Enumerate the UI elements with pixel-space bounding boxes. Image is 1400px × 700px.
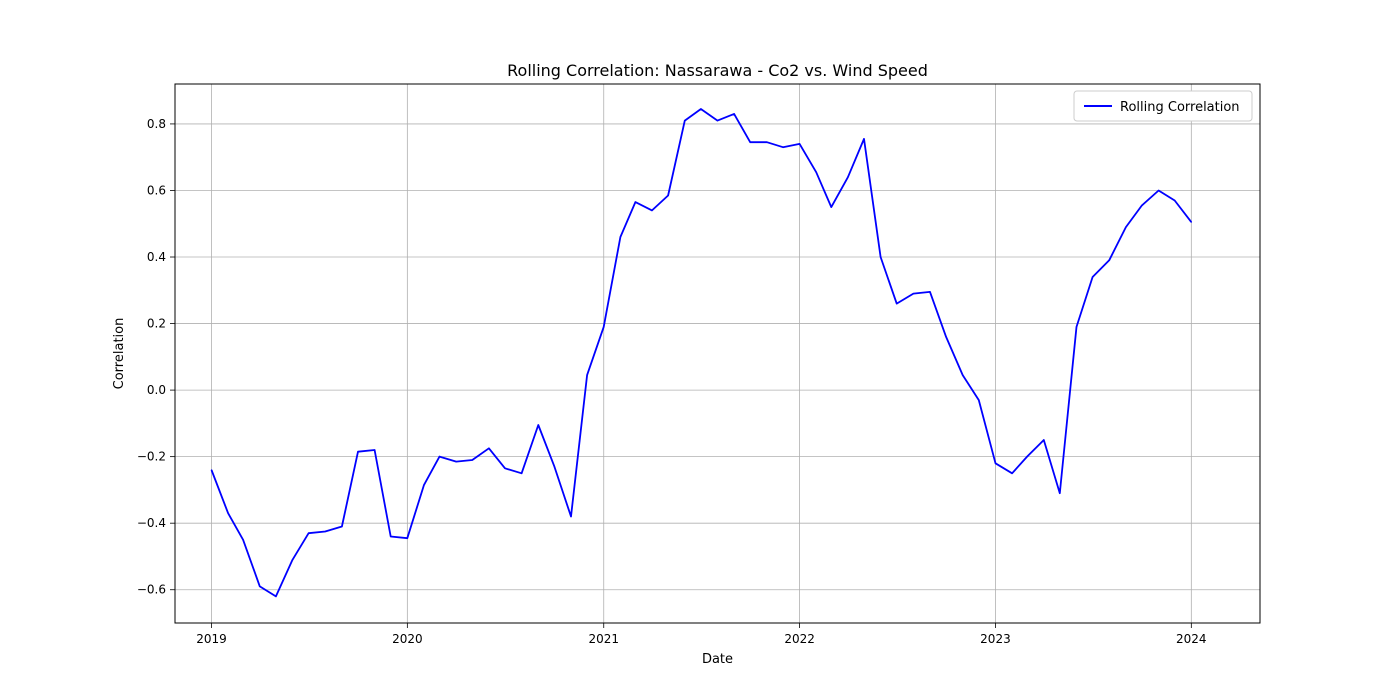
- data-point: [766, 141, 768, 143]
- y-tick-label: 0.6: [147, 183, 166, 197]
- data-point: [815, 171, 817, 173]
- data-point: [242, 539, 244, 541]
- data-point: [374, 449, 376, 451]
- y-axis-ticks: −0.6 −0.4 −0.2 0.0 0.2 0.4 0.6 0.8: [137, 117, 175, 597]
- data-point: [978, 399, 980, 401]
- data-point: [634, 201, 637, 203]
- data-point: [504, 467, 506, 469]
- data-point: [553, 466, 555, 468]
- x-tick-label: 2024: [1176, 632, 1207, 646]
- data-point: [667, 194, 669, 197]
- y-tick-label: −0.6: [137, 583, 166, 597]
- x-tick-label: 2021: [588, 632, 619, 646]
- data-point: [1141, 204, 1143, 207]
- plot-area-frame: [174, 83, 1261, 624]
- data-point: [896, 302, 898, 305]
- data-point: [1174, 199, 1176, 202]
- data-point: [994, 462, 997, 464]
- data-point: [537, 424, 539, 426]
- data-point: [1026, 456, 1028, 458]
- data-point: [586, 374, 588, 376]
- data-point: [341, 525, 343, 528]
- data-point: [603, 326, 605, 328]
- data-point: [455, 461, 457, 463]
- data-point: [259, 585, 261, 588]
- legend: Rolling Correlation: [1073, 90, 1253, 122]
- y-tick-label: −0.4: [137, 516, 166, 530]
- data-point: [929, 291, 931, 293]
- data-point: [863, 138, 865, 140]
- y-axis-label: Correlation: [112, 318, 127, 390]
- x-axis-label: Date: [702, 652, 733, 667]
- data-point: [847, 176, 849, 178]
- data-point: [1043, 439, 1045, 441]
- data-point: [521, 472, 523, 474]
- data-point: [1157, 189, 1160, 192]
- y-tick-label: 0.0: [147, 383, 166, 397]
- data-point: [782, 146, 784, 148]
- data-point: [1011, 472, 1013, 474]
- data-point: [1059, 492, 1061, 494]
- data-point: [651, 209, 653, 212]
- y-tick-label: 0.2: [147, 317, 166, 331]
- data-point: [1091, 276, 1094, 278]
- grid-lines: [175, 84, 1260, 623]
- data-point: [210, 469, 213, 471]
- data-point: [324, 530, 326, 533]
- data-point: [357, 451, 359, 453]
- data-point: [1190, 221, 1192, 223]
- data-point: [1125, 226, 1127, 228]
- series-layer: [210, 108, 1193, 598]
- data-point: [716, 119, 719, 122]
- data-point: [438, 456, 441, 458]
- data-point: [1108, 259, 1110, 261]
- data-point: [308, 532, 310, 534]
- data-point: [227, 512, 229, 514]
- data-point: [830, 206, 832, 208]
- data-point: [390, 535, 392, 538]
- y-tick-label: −0.2: [137, 450, 166, 464]
- x-tick-label: 2022: [784, 632, 815, 646]
- data-point: [945, 336, 947, 338]
- data-point: [962, 374, 964, 376]
- x-tick-label: 2020: [392, 632, 423, 646]
- data-point: [406, 537, 408, 539]
- data-point: [423, 484, 425, 486]
- data-point: [798, 143, 801, 145]
- data-point: [733, 113, 735, 115]
- y-tick-label: 0.4: [147, 250, 166, 264]
- data-point: [684, 119, 686, 122]
- x-tick-label: 2023: [980, 632, 1011, 646]
- data-point: [619, 236, 621, 238]
- chart-title: Rolling Correlation: Nassarawa - Co2 vs.…: [507, 61, 928, 80]
- data-point: [471, 459, 473, 461]
- data-point: [880, 256, 882, 258]
- x-axis-ticks: 2019 2020 2021 2022 2023 2024: [196, 623, 1207, 646]
- legend-box: [1073, 90, 1253, 122]
- data-point: [291, 559, 294, 561]
- x-tick-label: 2019: [196, 632, 227, 646]
- data-point: [749, 141, 751, 143]
- data-point: [912, 293, 914, 295]
- data-point: [700, 108, 702, 110]
- data-point: [488, 447, 490, 449]
- data-point: [1075, 326, 1078, 328]
- data-point: [570, 515, 572, 518]
- data-point: [275, 595, 277, 597]
- y-tick-label: 0.8: [147, 117, 166, 131]
- legend-label: Rolling Correlation: [1120, 100, 1240, 115]
